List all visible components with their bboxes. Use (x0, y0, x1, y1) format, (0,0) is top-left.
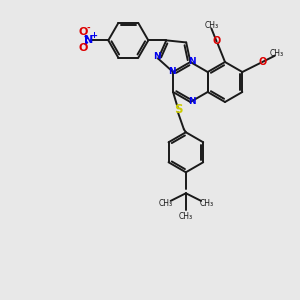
Text: CH₃: CH₃ (200, 199, 214, 208)
Text: O: O (79, 27, 88, 37)
Text: O: O (212, 36, 221, 46)
Text: N: N (84, 35, 93, 45)
Text: N: N (168, 67, 176, 76)
Text: CH₃: CH₃ (179, 212, 193, 221)
Text: S: S (174, 103, 182, 116)
Text: CH₃: CH₃ (204, 21, 218, 30)
Text: N: N (153, 52, 161, 61)
Text: CH₃: CH₃ (158, 199, 172, 208)
Text: O: O (79, 43, 88, 53)
Text: O: O (258, 57, 266, 67)
Text: CH₃: CH₃ (270, 49, 284, 58)
Text: N: N (188, 56, 196, 65)
Text: +: + (90, 31, 97, 40)
Text: N: N (188, 97, 196, 106)
Text: -: - (86, 24, 90, 33)
